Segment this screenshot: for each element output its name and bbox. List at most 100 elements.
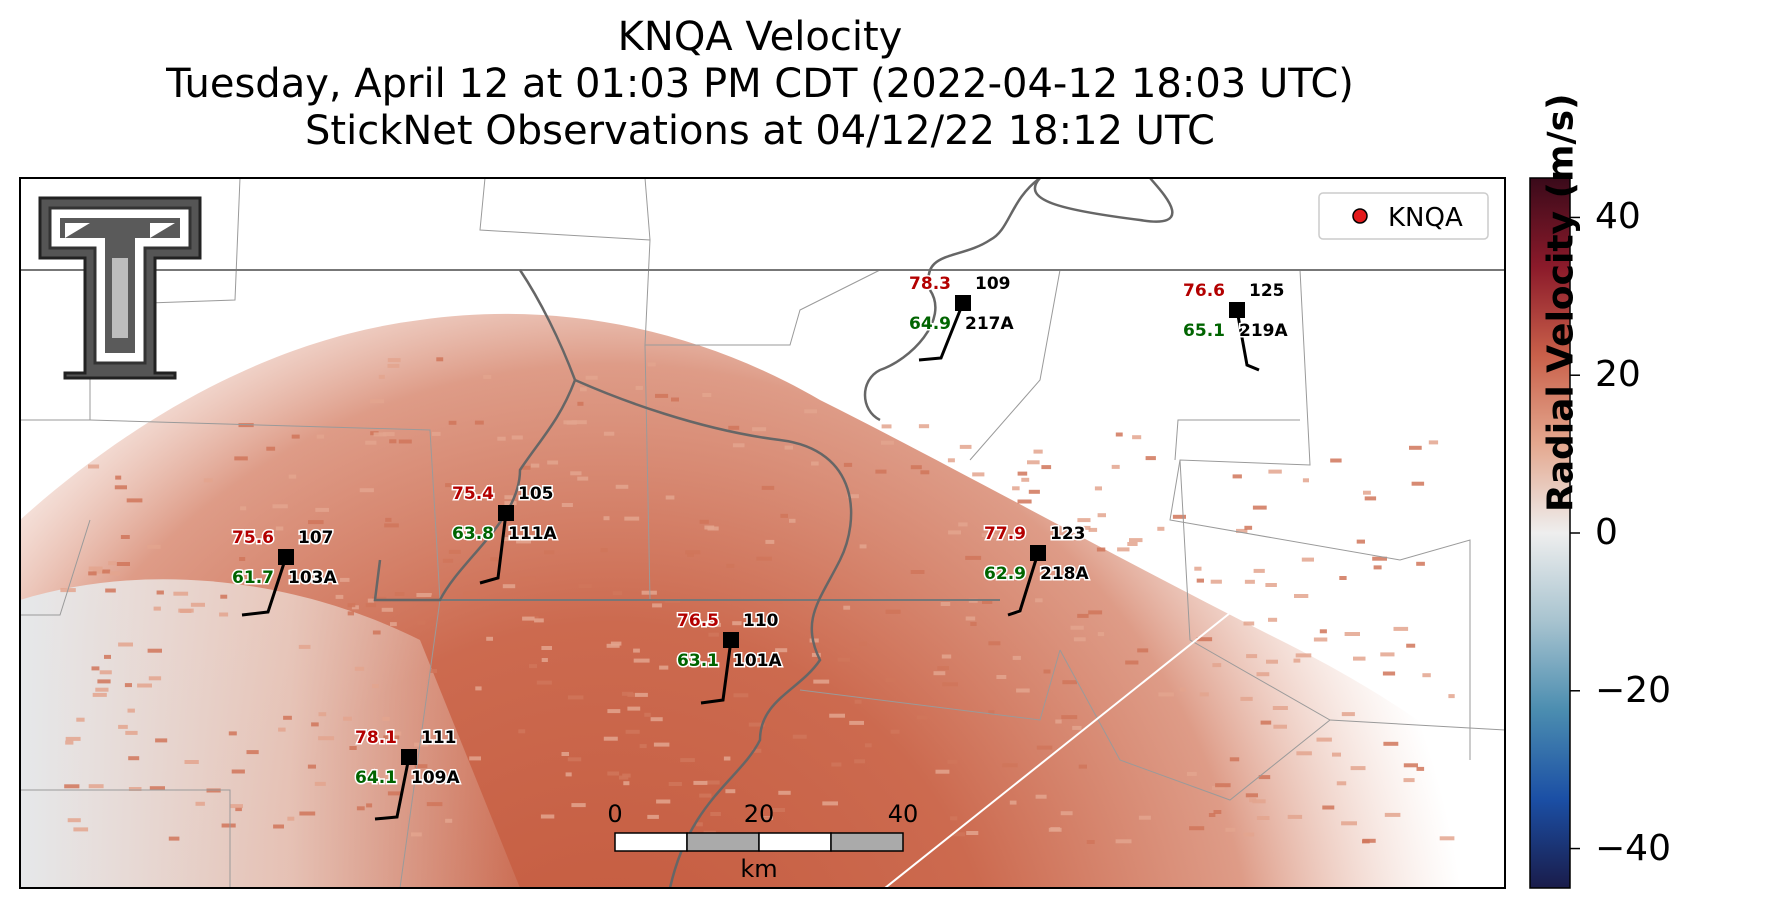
- radar-speckle: [652, 603, 662, 608]
- station-103A: 75.6 107 61.7 103A: [231, 527, 339, 617]
- radar-speckle: [1332, 752, 1341, 757]
- radar-speckle: [104, 654, 111, 659]
- radar-speckle: [1341, 821, 1357, 826]
- radar-speckle: [1088, 527, 1098, 532]
- radar-speckle: [370, 399, 385, 404]
- radar-speckle: [948, 530, 961, 535]
- radar-speckle: [118, 724, 128, 729]
- station-marker-icon: [1030, 545, 1046, 561]
- radar-speckle: [996, 675, 1007, 679]
- radar-speckle: [1296, 751, 1312, 756]
- wind-barb-icon: [1007, 552, 1040, 617]
- radar-speckle: [502, 584, 516, 589]
- radar-speckle: [890, 729, 900, 734]
- radar-speckle: [854, 759, 865, 764]
- radar-speckle: [1033, 449, 1043, 454]
- radar-speckle: [752, 748, 762, 753]
- title-line-3: StickNet Observations at 04/12/22 18:12 …: [305, 108, 1215, 154]
- radar-speckle: [1088, 610, 1103, 615]
- radar-speckle: [1036, 745, 1053, 750]
- radar-speckle: [1295, 653, 1312, 658]
- station-219A: 76.6 125 65.1 219A: [1182, 280, 1290, 372]
- radar-speckle: [502, 537, 509, 542]
- radar-speckle: [910, 570, 925, 574]
- radar-speckle: [387, 791, 402, 796]
- radar-speckle: [299, 811, 316, 816]
- station-id: 125: [1249, 281, 1285, 301]
- station-dewpoint: 64.1: [355, 768, 397, 788]
- radar-speckle: [220, 594, 228, 599]
- radar-layer: [20, 178, 1505, 888]
- radar-speckle: [1073, 637, 1086, 642]
- colorbar-tick-label: 0: [1595, 512, 1618, 553]
- radar-speckle: [606, 643, 620, 648]
- radar-speckle: [1199, 692, 1209, 697]
- radar-speckle: [570, 471, 582, 476]
- radar-speckle: [881, 440, 894, 445]
- radar-speckle: [108, 561, 116, 566]
- radar-speckle: [1196, 578, 1204, 583]
- radar-speckle: [318, 736, 335, 741]
- radar-speckle: [544, 550, 555, 555]
- station-dewpoint: 61.7: [232, 568, 274, 588]
- radar-speckle: [373, 432, 387, 437]
- radar-speckle: [1266, 659, 1278, 664]
- radar-speckle: [942, 682, 958, 687]
- radar-speckle: [229, 804, 243, 809]
- radar-speckle: [1021, 477, 1030, 482]
- radar-speckle: [1012, 655, 1021, 660]
- radar-speckle: [73, 827, 89, 832]
- radar-speckle: [387, 363, 400, 368]
- wind-barb-icon: [479, 512, 508, 585]
- radar-speckle: [1050, 827, 1061, 832]
- radar-speckle: [92, 692, 107, 697]
- radar-speckle: [843, 462, 853, 467]
- radar-speckle: [125, 730, 138, 735]
- station-217A: 78.3 109 64.9 217A: [908, 273, 1016, 362]
- scale-label-20: 20: [744, 800, 775, 828]
- radar-speckle: [852, 647, 861, 652]
- radar-speckle: [965, 555, 982, 560]
- radar-speckle: [1043, 669, 1051, 674]
- radar-speckle: [516, 539, 531, 544]
- radar-speckle: [365, 603, 377, 608]
- radar-speckle: [88, 571, 97, 576]
- radar-speckle: [822, 801, 838, 806]
- radar-speckle: [1341, 712, 1355, 717]
- radar-speckle: [311, 722, 319, 727]
- radar-speckle: [612, 591, 623, 596]
- radar-speckle: [1428, 440, 1439, 445]
- radar-speckle: [430, 669, 437, 673]
- radar-speckle: [385, 517, 392, 522]
- radar-speckle: [563, 420, 577, 425]
- radar-speckle: [1287, 814, 1303, 819]
- radar-speckle: [655, 393, 669, 398]
- radar-speckle: [128, 756, 140, 761]
- radar-speckle: [1244, 579, 1255, 584]
- radar-speckle: [221, 823, 236, 828]
- radar-speckle: [641, 590, 657, 595]
- station-dewpoint: 63.8: [452, 524, 494, 544]
- radar-speckle: [937, 666, 949, 671]
- radar-speckle: [266, 446, 276, 451]
- radar-speckle: [778, 790, 791, 795]
- scale-label-40: 40: [888, 800, 919, 828]
- radar-speckle: [1077, 613, 1089, 618]
- station-temp: 76.6: [1183, 281, 1225, 301]
- radar-speckle: [88, 464, 100, 469]
- radar-speckle: [726, 563, 735, 568]
- radar-speckle: [308, 520, 324, 525]
- radar-speckle: [704, 525, 715, 530]
- radar-speckle: [1017, 471, 1028, 476]
- radar-speckle: [298, 644, 311, 649]
- station-marker-icon: [723, 632, 739, 648]
- radar-speckle: [920, 470, 930, 475]
- radar-speckle: [970, 622, 977, 626]
- radar-speckle: [699, 793, 712, 798]
- radar-speckle: [665, 495, 675, 500]
- radar-speckle: [752, 427, 767, 432]
- radar-speckle: [723, 756, 731, 761]
- radar-speckle: [288, 474, 297, 479]
- radar-speckle: [567, 695, 584, 700]
